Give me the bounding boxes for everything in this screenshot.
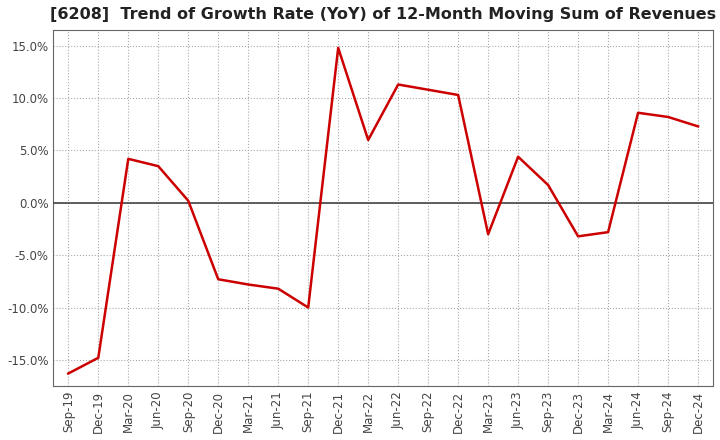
Title: [6208]  Trend of Growth Rate (YoY) of 12-Month Moving Sum of Revenues: [6208] Trend of Growth Rate (YoY) of 12-… bbox=[50, 7, 716, 22]
